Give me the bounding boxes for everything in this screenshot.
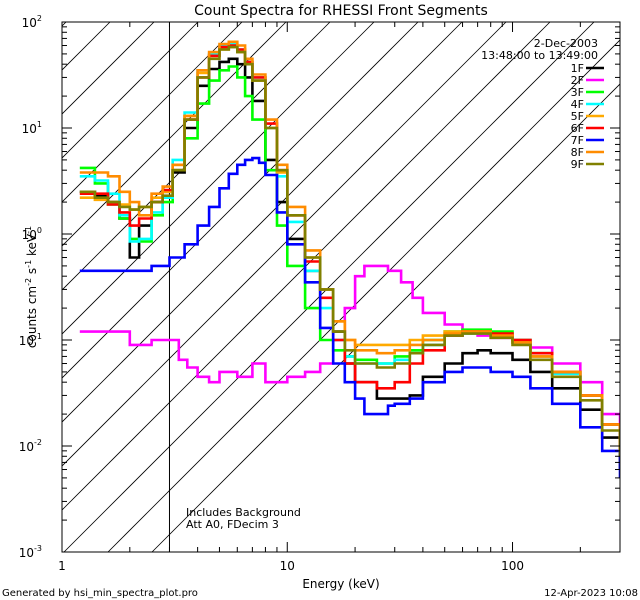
legend-label-3F: 3F: [571, 86, 584, 99]
hatch-line: [62, 22, 331, 291]
y-tick-label: 10-3: [19, 544, 42, 560]
y-tick-label-exp: -2: [34, 438, 42, 447]
hatch-line: [62, 22, 463, 423]
hatch-line: [63, 22, 595, 552]
legend-label-5F: 5F: [571, 110, 584, 123]
x-tick-label: 10: [280, 559, 295, 573]
series-line-4F: [79, 42, 620, 457]
date-label: 2-Dec-2003: [534, 37, 598, 50]
series-line-5F: [79, 45, 620, 451]
footer-generated-by: Generated by hsi_min_spectra_plot.pro: [2, 588, 198, 599]
legend-label-8F: 8F: [571, 146, 584, 159]
y-axis-label-part: counts cm: [25, 286, 39, 348]
hatch-line: [62, 22, 507, 467]
series-line-7F: [79, 156, 620, 478]
x-tick-label: 1: [58, 559, 66, 573]
y-axis-label-exp: -1: [24, 226, 33, 234]
y-tick-label: 102: [22, 14, 42, 30]
legend-label-2F: 2F: [571, 74, 584, 87]
y-axis-label: counts cm-2 s-1 keV-1: [24, 226, 39, 348]
y-tick-label: 10-2: [19, 438, 42, 454]
y-tick-label-exp: 0: [37, 226, 42, 235]
note-background: Includes Background: [186, 506, 301, 519]
y-tick-label-exp: 2: [37, 14, 42, 23]
y-tick-label: 101: [22, 120, 42, 136]
y-axis-label-exp: -1: [24, 260, 33, 268]
series-line-6F: [79, 44, 620, 457]
y-tick-label-exp: -1: [34, 332, 42, 341]
hatch-line: [62, 22, 199, 159]
time-range-label: 13:48:00 to 13:49:00: [481, 49, 598, 62]
x-tick-label: 100: [501, 559, 524, 573]
y-tick-label-base: 10: [22, 228, 37, 242]
y-axis-label-part: keV: [25, 233, 39, 260]
series-line-9F: [79, 45, 620, 457]
hatch-line: [151, 83, 620, 552]
hatch-line: [62, 22, 419, 379]
y-axis-label-part: s: [25, 268, 39, 278]
y-tick-label-base: 10: [19, 334, 34, 348]
legend-label-4F: 4F: [571, 98, 584, 111]
y-tick-label-exp: -3: [34, 544, 42, 553]
hatch-line: [62, 22, 155, 115]
y-tick-label-exp: 1: [37, 120, 42, 129]
legend-label-6F: 6F: [571, 122, 584, 135]
hatch-line: [62, 22, 243, 203]
y-tick-label: 10-1: [19, 332, 42, 348]
series-line-3F: [79, 65, 620, 457]
series-group: [79, 40, 620, 478]
x-axis-label: Energy (keV): [302, 577, 379, 591]
hatch-line: [62, 22, 375, 335]
note-attenuator: Att A0, FDecim 3: [186, 518, 279, 531]
y-tick-label-base: 10: [19, 546, 34, 560]
y-tick-label-base: 10: [19, 440, 34, 454]
series-line-1F: [79, 57, 620, 470]
y-tick-label-base: 10: [22, 122, 37, 136]
legend-label-1F: 1F: [571, 62, 584, 75]
legend-label-7F: 7F: [571, 134, 584, 147]
y-tick-label: 100: [22, 226, 42, 242]
legend-label-9F: 9F: [571, 158, 584, 171]
y-axis-label-exp: -2: [24, 278, 33, 286]
hatch-line: [107, 39, 620, 552]
hatch-line: [0, 22, 22, 552]
y-tick-label-base: 10: [22, 16, 37, 30]
hatch-line: [62, 22, 551, 511]
footer-timestamp: 12-Apr-2023 10:08: [544, 588, 638, 599]
hatch-line: [62, 22, 111, 71]
plot-frame: [61, 21, 621, 553]
chart-title: Count Spectra for RHESSI Front Segments: [194, 3, 488, 19]
